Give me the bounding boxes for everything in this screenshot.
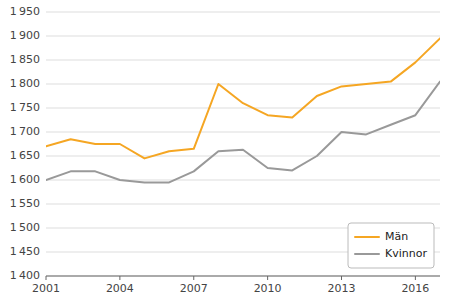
x-tick [415, 276, 416, 280]
grid-line [46, 108, 440, 109]
chart: 1 400 1 450 1 500 1 550 1 600 1 650 1 700 1 750… [0, 0, 454, 302]
grid-line [46, 84, 440, 85]
y-tick-label: 1 850 [10, 53, 40, 66]
x-tick [46, 276, 47, 280]
x-tick-label: 2007 [180, 282, 208, 295]
x-tick [193, 276, 194, 280]
y-tick-label: 1 700 [10, 125, 40, 138]
grid-line [46, 180, 440, 181]
y-tick-label: 1 950 [10, 5, 40, 18]
y-tick-label: 1 600 [10, 173, 40, 186]
y-grid [46, 12, 440, 276]
chart-container: 1 400 1 450 1 500 1 550 1 600 1 650 1 700 1 750… [0, 0, 454, 302]
y-tick-label: 1 800 [10, 77, 40, 90]
grid-line [46, 12, 440, 13]
y-tick-label: 1 550 [10, 197, 40, 210]
grid-line [46, 132, 440, 133]
y-tick-label: 1 450 [10, 245, 40, 258]
legend-label: Kvinnor [385, 247, 427, 260]
x-tick-label: 2001 [32, 282, 60, 295]
grid-line [46, 60, 440, 61]
y-tick-label: 1 500 [10, 221, 40, 234]
x-tick [119, 276, 120, 280]
x-tick-label: 2010 [254, 282, 282, 295]
y-tick-label: 1 400 [10, 269, 40, 282]
legend-label: Män [385, 230, 408, 243]
grid-line [46, 36, 440, 37]
x-tick-label: 2013 [328, 282, 356, 295]
grid-line [46, 204, 440, 205]
x-axis-line [46, 276, 440, 277]
plot-area [46, 38, 440, 182]
legend-swatch [355, 236, 379, 238]
x-tick-label: 2004 [106, 282, 134, 295]
legend-swatch [355, 253, 379, 255]
x-tick-label: 2016 [401, 282, 429, 295]
y-tick-label: 1 650 [10, 149, 40, 162]
grid-line [46, 156, 440, 157]
series-line [46, 38, 440, 158]
series-line [46, 82, 440, 183]
y-tick-label: 1 900 [10, 29, 40, 42]
legend: Män Kvinnor [348, 223, 434, 268]
x-tick [341, 276, 342, 280]
y-tick-label: 1 750 [10, 101, 40, 114]
legend-box [348, 223, 434, 268]
axes: 1 400 1 450 1 500 1 550 1 600 1 650 1 700 1 750… [10, 5, 440, 295]
grid-line [46, 276, 440, 277]
x-tick [267, 276, 268, 280]
